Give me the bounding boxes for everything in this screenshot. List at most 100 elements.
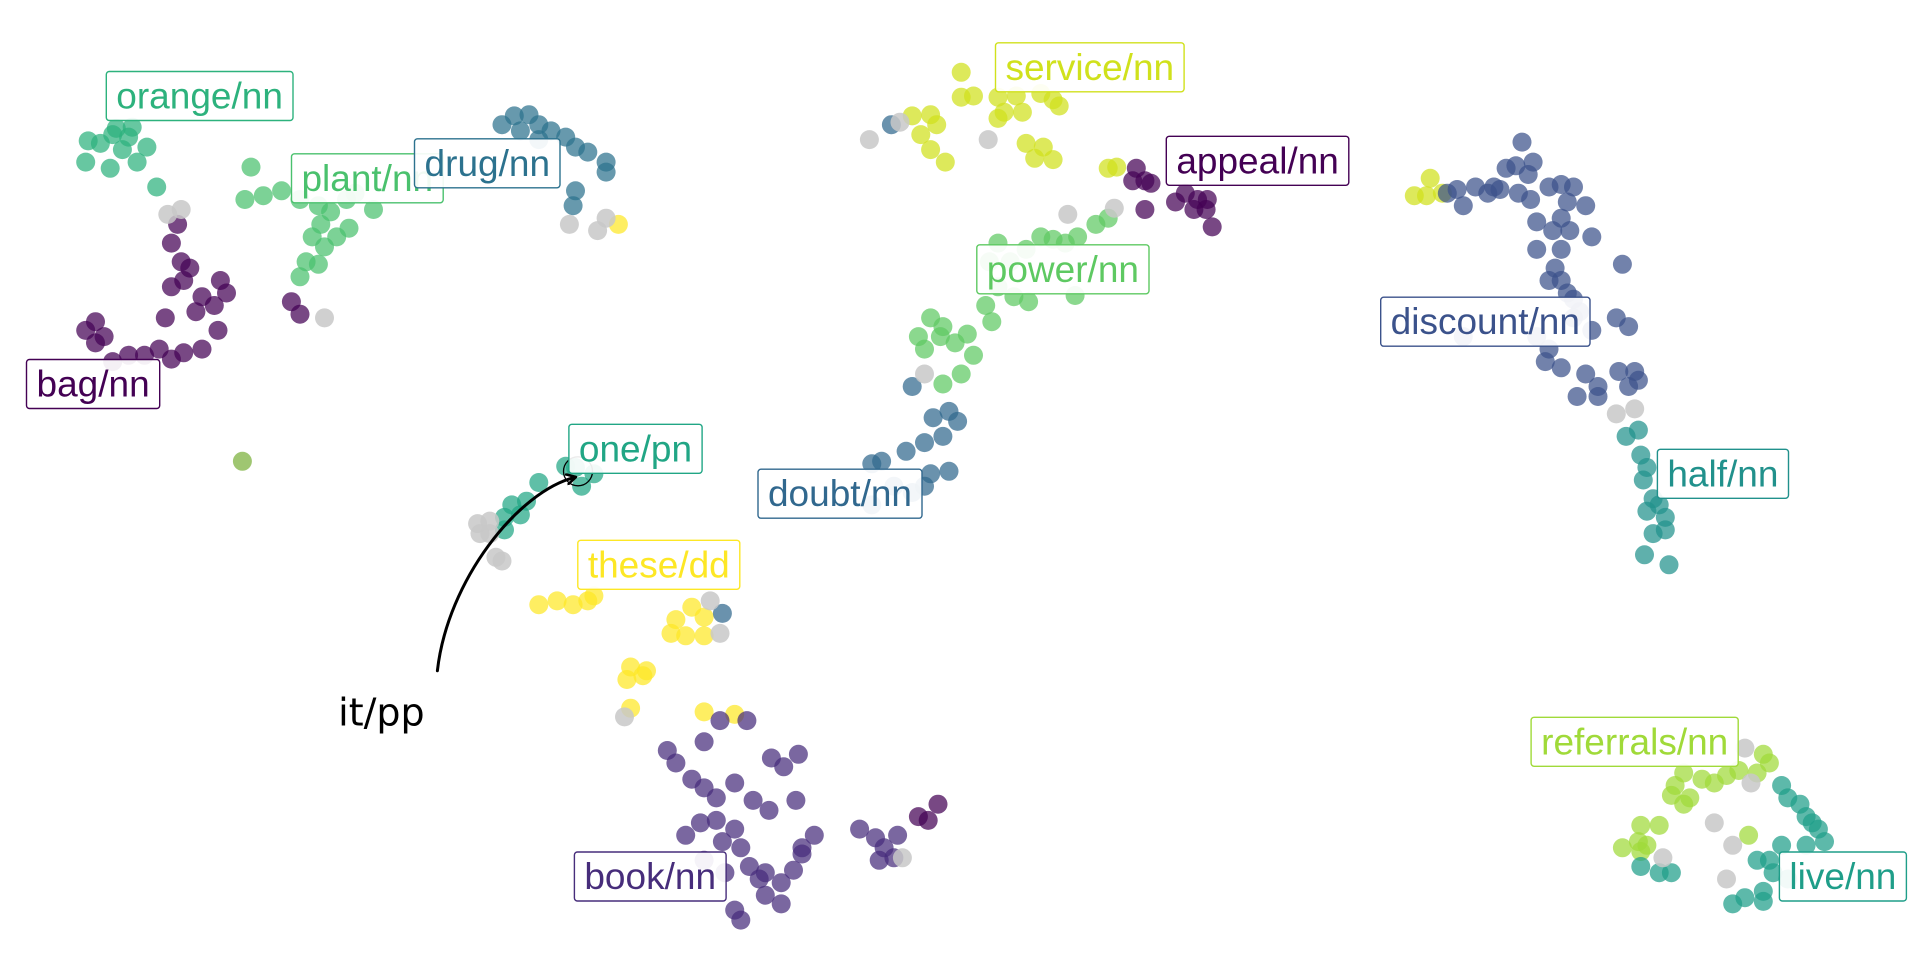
data-point xyxy=(911,125,931,145)
data-point xyxy=(731,838,751,858)
data-point xyxy=(918,810,938,830)
data-point xyxy=(208,320,228,340)
data-point xyxy=(694,702,714,722)
data-point xyxy=(76,152,96,172)
data-point xyxy=(315,237,334,257)
cluster-label: discount/nn xyxy=(1391,301,1580,342)
cluster-power-nn xyxy=(908,208,1118,394)
cluster-label-frame xyxy=(1656,448,1790,499)
data-point xyxy=(737,711,757,731)
data-point xyxy=(1661,785,1681,805)
data-point xyxy=(896,441,916,461)
annotation-arrow xyxy=(435,477,575,673)
cluster-label-box: discount/nn xyxy=(1379,296,1591,347)
data-point xyxy=(978,130,998,150)
cluster-label-box: book/nn xyxy=(573,851,727,902)
cluster-label-box: bag/nn xyxy=(25,358,161,410)
cluster-bag-nn xyxy=(76,214,310,372)
data-point xyxy=(1031,227,1051,247)
data-point xyxy=(1741,773,1761,793)
data-point xyxy=(1717,869,1736,889)
data-point xyxy=(928,794,948,814)
data-point xyxy=(982,312,1002,332)
data-point xyxy=(1616,426,1636,446)
cluster-label-box: referrals/nn xyxy=(1530,716,1739,767)
cluster-label-frame xyxy=(105,70,294,122)
data-point xyxy=(1609,362,1629,381)
cluster-label: live/nn xyxy=(1789,856,1896,897)
data-point xyxy=(1518,165,1538,184)
data-point xyxy=(948,411,968,431)
cluster-discount-nn xyxy=(1437,132,1648,406)
data-point xyxy=(1551,358,1571,378)
data-point xyxy=(755,885,775,905)
data-point xyxy=(725,819,745,839)
data-point xyxy=(1058,204,1078,224)
data-point xyxy=(1582,227,1602,247)
data-point xyxy=(888,825,908,845)
data-point xyxy=(137,137,157,157)
cluster-label-box: plant/nn xyxy=(290,153,444,204)
data-point xyxy=(615,707,634,727)
data-point xyxy=(869,850,889,870)
data-point xyxy=(1772,835,1792,855)
data-point xyxy=(1692,769,1712,789)
cluster-unlabeled-16 xyxy=(232,451,252,471)
data-point xyxy=(1576,196,1596,216)
data-point xyxy=(786,790,806,810)
data-point xyxy=(364,200,383,219)
cluster-label: power/nn xyxy=(987,249,1139,290)
cluster-label-box: appeal/nn xyxy=(1165,135,1350,187)
data-point xyxy=(1560,221,1580,241)
data-point xyxy=(1661,863,1681,883)
data-point xyxy=(486,547,506,567)
data-point xyxy=(1535,352,1555,372)
data-point xyxy=(510,505,530,525)
data-point xyxy=(1612,838,1632,858)
data-point xyxy=(1086,214,1106,234)
data-point xyxy=(563,595,583,615)
data-point xyxy=(504,106,524,126)
data-point xyxy=(1628,370,1648,390)
data-point xyxy=(147,177,167,197)
data-point xyxy=(1049,96,1069,116)
data-point xyxy=(566,181,585,201)
data-point xyxy=(784,860,803,880)
data-point xyxy=(596,208,616,228)
data-point xyxy=(127,152,147,172)
data-point xyxy=(1019,292,1039,312)
data-point xyxy=(272,181,292,201)
data-point xyxy=(204,296,224,315)
data-point xyxy=(1104,198,1124,218)
data-point xyxy=(923,408,943,428)
data-point xyxy=(731,910,751,930)
data-point xyxy=(712,832,732,852)
data-point xyxy=(771,873,791,893)
data-point xyxy=(1025,148,1045,168)
data-point xyxy=(661,623,681,643)
data-point xyxy=(78,131,98,151)
cluster-label: doubt/nn xyxy=(768,473,912,514)
data-point xyxy=(241,157,261,177)
data-point xyxy=(1588,387,1608,406)
data-point xyxy=(771,894,791,914)
cluster-label-frame xyxy=(577,539,741,590)
data-point xyxy=(1653,848,1673,868)
data-point xyxy=(1631,842,1651,861)
data-point xyxy=(161,277,181,297)
data-point xyxy=(1496,158,1516,178)
data-point xyxy=(706,810,726,830)
cluster-label: orange/nn xyxy=(116,76,283,117)
data-point xyxy=(529,473,549,492)
data-point xyxy=(890,112,910,132)
data-point xyxy=(933,374,953,394)
cluster-orange-nn xyxy=(76,117,167,197)
data-point xyxy=(1539,271,1559,290)
data-point xyxy=(547,591,567,611)
annotation-text: it/pp xyxy=(338,691,425,735)
data-point xyxy=(930,327,950,347)
data-point xyxy=(1625,399,1645,419)
cluster-label-box: live/nn xyxy=(1778,851,1908,902)
cluster-book-nn xyxy=(657,711,908,930)
data-point xyxy=(1543,221,1563,241)
